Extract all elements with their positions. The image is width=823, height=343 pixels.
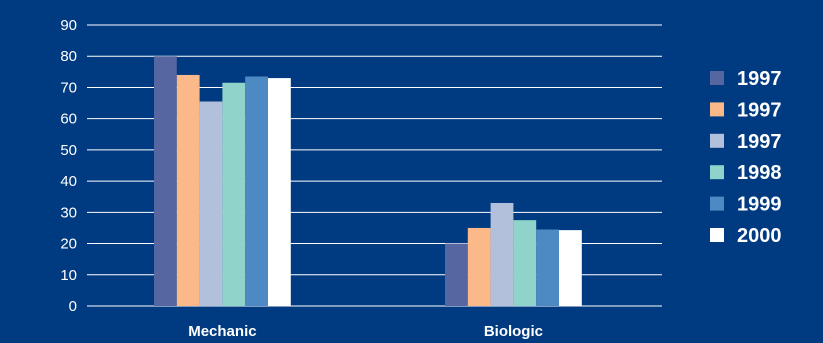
legend-swatch	[710, 71, 724, 85]
bar-biologic-3	[513, 220, 537, 306]
y-tick-label: 80	[60, 48, 77, 65]
legend-label: 1998	[737, 162, 782, 184]
legend-swatch	[710, 228, 724, 242]
legend-label: 1999	[737, 194, 782, 216]
legend-label: 1997	[737, 68, 782, 90]
bar-mechanic-3	[222, 82, 246, 306]
legend-swatch	[710, 165, 724, 180]
legend-label: 1997	[737, 131, 782, 153]
y-tick-label: 20	[60, 236, 77, 253]
y-tick-label: 60	[60, 111, 77, 128]
bar-biologic-4	[536, 229, 559, 306]
bar-biologic-0	[445, 243, 468, 306]
legend-label: 1997	[737, 99, 782, 121]
bar-mechanic-0	[154, 56, 177, 306]
category-label: Mechanic	[188, 323, 256, 340]
bar-mechanic-2	[199, 101, 223, 306]
y-tick-label: 70	[60, 79, 77, 96]
y-tick-label: 50	[60, 142, 77, 159]
bar-mechanic-1	[176, 74, 200, 306]
y-tick-label: 90	[60, 17, 77, 34]
y-tick-label: 40	[60, 173, 77, 190]
y-axis-ticks: 0 10 20 30 40 50 60 70 80 90	[60, 17, 77, 315]
bar-mechanic-4	[245, 76, 268, 307]
y-tick-label: 0	[69, 298, 77, 315]
bar-biologic-2	[490, 202, 514, 306]
bar-mechanic-5	[268, 78, 291, 306]
legend-swatch	[710, 133, 724, 148]
category-labels: Mechanic Biologic	[188, 323, 543, 340]
y-tick-label: 30	[60, 204, 77, 221]
legend-label: 2000	[737, 225, 782, 247]
legend-swatch	[710, 196, 724, 211]
legend: 1997 1997 1997 1998 1999 2000	[710, 68, 782, 247]
bar-biologic-5	[559, 230, 582, 306]
bars	[154, 56, 582, 307]
category-label: Biologic	[484, 323, 543, 340]
y-tick-label: 10	[60, 267, 77, 284]
legend-swatch	[710, 102, 724, 117]
bar-biologic-1	[467, 227, 491, 306]
